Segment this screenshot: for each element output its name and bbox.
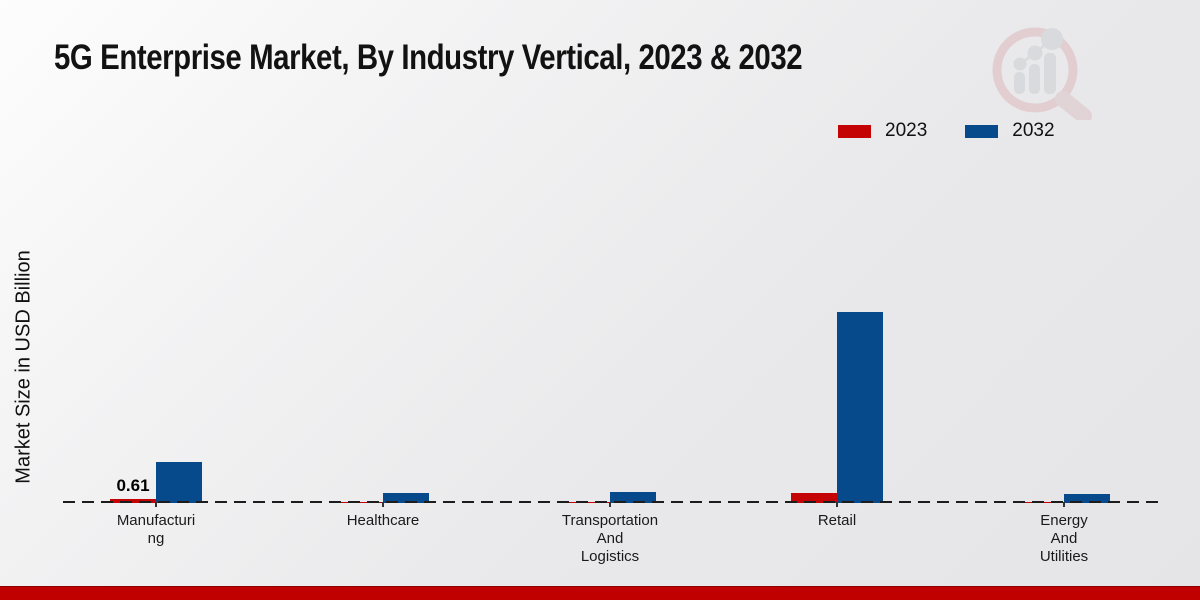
x-axis-tick-transportation-and-logistics — [609, 502, 611, 507]
bar-2023-retail — [791, 493, 837, 503]
data-label-2023-manufacturing: 0.61 — [116, 476, 150, 495]
legend-swatch-2023 — [838, 124, 871, 138]
bar-2032-healthcare — [383, 493, 429, 503]
x-axis-category-label-transportation-and-logistics: Transportation And Logistics — [561, 512, 659, 565]
footer-red-strip — [0, 586, 1200, 600]
x-axis-category-label-manufacturing: Manufacturi ng — [116, 512, 196, 547]
bar-2032-retail — [837, 312, 883, 503]
chart-title: 5G Enterprise Market, By Industry Vertic… — [54, 38, 803, 77]
legend-label-2032: 2032 — [1012, 120, 1055, 141]
x-axis-tick-energy-and-utilities — [1063, 502, 1065, 507]
bar-2032-energy-and-utilities — [1064, 493, 1110, 503]
x-axis-baseline — [63, 501, 1159, 503]
legend: 2023 2032 — [838, 120, 1055, 142]
legend-item-2032: 2032 — [965, 120, 1055, 142]
x-axis-tick-manufacturing — [155, 502, 157, 507]
bar-2032-transportation-and-logistics — [610, 491, 656, 503]
x-axis-category-label-retail: Retail — [817, 512, 857, 529]
mrfr-logo-watermark-icon — [992, 27, 1092, 120]
x-axis-category-label-healthcare: Healthcare — [346, 512, 420, 529]
bar-2032-manufacturing — [156, 462, 202, 503]
legend-swatch-2032 — [965, 124, 999, 138]
legend-item-2023: 2023 — [838, 120, 927, 142]
x-axis-tick-healthcare — [382, 502, 384, 507]
x-axis-tick-retail — [836, 502, 838, 507]
legend-label-2023: 2023 — [885, 120, 928, 141]
x-axis-category-label-energy-and-utilities: Energy And Utilities — [1039, 512, 1089, 565]
